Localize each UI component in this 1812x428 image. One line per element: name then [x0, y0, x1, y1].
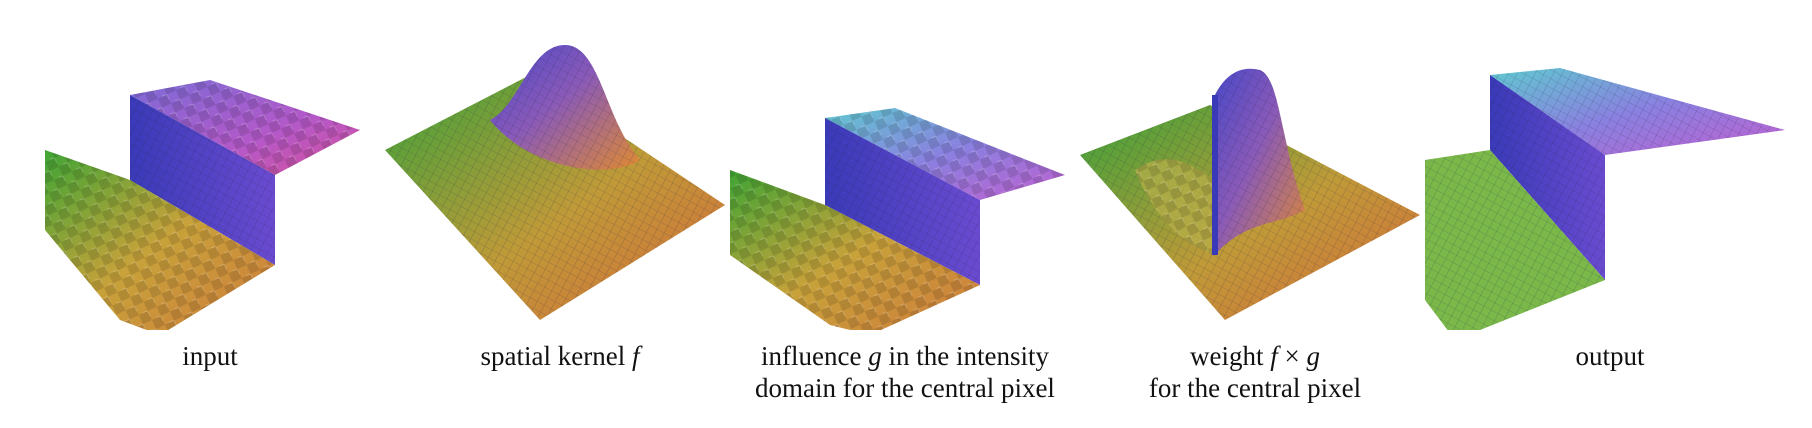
- caption-text: domain for the central pixel: [755, 373, 1055, 403]
- caption-text: weight: [1190, 341, 1271, 371]
- caption-times-symbol: ×: [1277, 341, 1307, 371]
- caption-line: domain for the central pixel: [725, 372, 1085, 404]
- caption-symbol-f: f: [1270, 341, 1278, 371]
- caption-text: in the intensity: [881, 341, 1049, 371]
- weight-surface-plot: [1080, 68, 1420, 320]
- caption-line: input: [30, 340, 390, 372]
- panel-influence: influence g in the intensity domain for …: [725, 0, 1085, 428]
- panel-output: output: [1420, 0, 1800, 428]
- panel-spatial-kernel: spatial kernel f: [380, 0, 740, 428]
- caption-symbol-g: g: [868, 341, 882, 371]
- caption-output: output: [1420, 340, 1800, 372]
- caption-text: output: [1575, 341, 1645, 371]
- caption-line: weight f × g: [1075, 340, 1435, 372]
- influence-surface-plot: [730, 108, 1065, 330]
- panel-input: input: [30, 0, 390, 428]
- caption-text: for the central pixel: [1148, 373, 1362, 403]
- spatial-kernel-surface-plot: [385, 45, 725, 320]
- caption-text: influence: [761, 341, 869, 371]
- panel-weight: weight f × g for the central pixel: [1075, 0, 1435, 428]
- input-surface-plot: [45, 80, 360, 330]
- caption-symbol-g: g: [1306, 341, 1321, 371]
- caption-spatial-kernel: spatial kernel f: [380, 340, 740, 372]
- caption-line: for the central pixel: [1075, 372, 1435, 404]
- caption-influence: influence g in the intensity domain for …: [725, 340, 1085, 404]
- caption-line: influence g in the intensity: [725, 340, 1085, 372]
- caption-text: input: [182, 341, 238, 371]
- caption-text: spatial kernel: [480, 341, 632, 371]
- caption-symbol-f: f: [631, 341, 640, 371]
- caption-input: input: [30, 340, 390, 372]
- caption-line: output: [1420, 340, 1800, 372]
- output-surface-plot: [1425, 68, 1785, 330]
- caption-weight: weight f × g for the central pixel: [1075, 340, 1435, 404]
- caption-line: spatial kernel f: [380, 340, 740, 372]
